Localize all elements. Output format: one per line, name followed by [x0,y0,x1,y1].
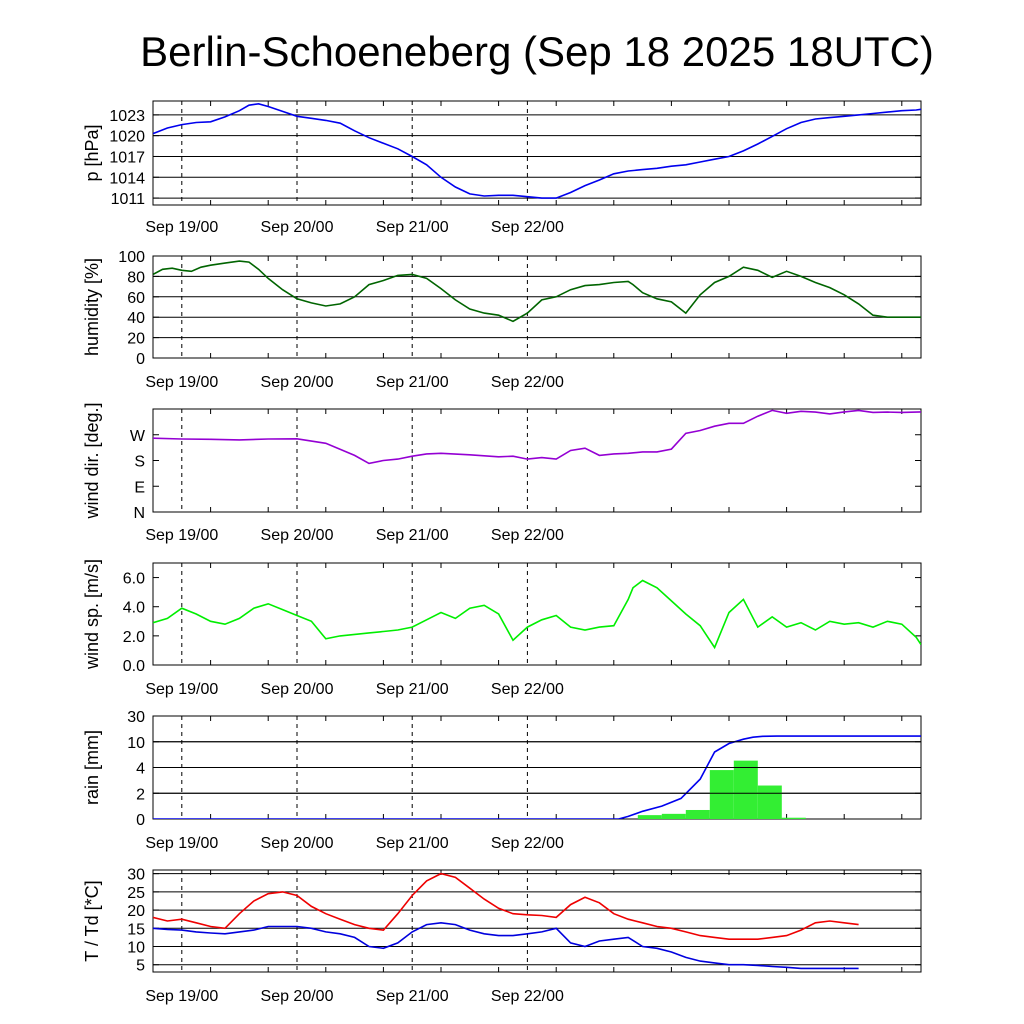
y-tick-label: 40 [127,310,145,327]
panel-1: 1011 1014 1017 1020 1023 Sep 19/00 Sep 20/00 Se… [82,100,922,236]
x-tick-label: Sep 20/00 [261,527,334,544]
y-tick-label: 30 [127,709,145,726]
y-tick-label: 80 [127,269,145,286]
x-tick-label: Sep 21/00 [376,988,449,1005]
series-line-1 [153,579,921,650]
x-tick-label: Sep 22/00 [491,988,564,1005]
y-tick-label: E [134,479,145,496]
y-tick-label: 1014 [109,170,145,187]
rain-bar [661,813,686,819]
y-axis-label: p [hPa] [82,124,102,181]
panel-4: 0.0 2.0 4.0 6.0 Sep 19/00 Sep 20/00 Sep 21/00 S… [82,559,922,698]
x-tick-label: Sep 20/00 [261,374,334,391]
y-tick-label: 15 [127,921,145,938]
series-line-1 [153,260,921,323]
x-tick-label: Sep 22/00 [491,527,564,544]
x-tick-label: Sep 20/00 [261,988,334,1005]
y-tick-label: 2.0 [123,629,145,646]
rain-bar [733,760,758,819]
y-tick-label: 0 [136,812,145,829]
x-tick-label: Sep 21/00 [376,219,449,236]
x-tick-label: Sep 21/00 [376,374,449,391]
y-axis-label: rain [mm] [82,730,102,805]
x-tick-label: Sep 19/00 [145,835,218,852]
x-tick-label: Sep 21/00 [376,835,449,852]
y-tick-label: 60 [127,290,145,307]
y-tick-label: 100 [118,249,145,266]
x-tick-label: Sep 21/00 [376,681,449,698]
x-tick-label: Sep 20/00 [261,835,334,852]
y-axis-label: wind dir. [deg.] [82,402,102,519]
y-tick-label: 20 [127,903,145,920]
y-tick-label: 1020 [109,129,145,146]
y-tick-label: 25 [127,885,145,902]
panel-frame [152,100,922,206]
y-tick-label: 10 [127,940,145,957]
x-tick-label: Sep 19/00 [145,527,218,544]
x-tick-label: Sep 22/00 [491,374,564,391]
panel-frame [152,255,922,359]
series-line-2 [153,921,859,970]
y-tick-label: N [133,505,145,522]
x-tick-label: Sep 20/00 [261,219,334,236]
y-axis-label: wind sp. [m/s] [82,559,102,670]
x-tick-label: Sep 22/00 [491,681,564,698]
rain-cumulative-line [153,735,921,819]
x-tick-label: Sep 19/00 [145,219,218,236]
y-tick-label: 1011 [111,191,146,208]
rain-bar [685,809,710,819]
y-tick-label: 2 [136,786,145,803]
panel-5: 0 2 4 10 30 Sep 19/00 Sep 20/00 Sep 21/00 Sep 22… [82,709,922,852]
chart-title: Berlin-Schoeneberg (Sep 18 2025 18UTC) [140,28,934,75]
y-tick-label: 30 [127,867,145,884]
panel-2: 0 20 40 60 80 100 Sep 19/00 Sep 20/00 Sep 21/00 S… [82,249,922,391]
rain-bar [781,817,806,819]
series-line-1 [153,409,921,465]
rain-bar [757,785,782,819]
series-line-1 [153,102,921,199]
y-tick-label: 4 [136,761,145,778]
y-tick-label: 1023 [109,108,145,125]
x-tick-label: Sep 19/00 [145,988,218,1005]
y-tick-label: S [134,454,145,471]
rain-bar [709,770,734,819]
y-tick-label: 5 [136,958,145,975]
x-tick-label: Sep 21/00 [376,527,449,544]
y-axis-label: humidity [%] [82,258,102,356]
y-tick-label: 0.0 [123,658,145,675]
y-tick-label: 1017 [109,149,145,166]
y-tick-label: W [130,428,146,445]
y-axis-label: T / Td [*C] [82,880,102,961]
x-tick-label: Sep 20/00 [261,681,334,698]
x-tick-label: Sep 19/00 [145,374,218,391]
y-tick-label: 0 [136,351,145,368]
y-tick-label: 20 [127,331,145,348]
y-tick-label: 6.0 [123,571,145,588]
series-line-1 [153,872,859,940]
rain-bar [637,815,662,819]
x-tick-label: Sep 19/00 [145,681,218,698]
panel-frame [152,562,922,666]
x-tick-label: Sep 22/00 [491,835,564,852]
y-tick-label: 4.0 [123,600,145,617]
panel-frame [152,869,922,973]
panel-frame [152,408,922,513]
y-tick-label: 10 [127,735,145,752]
x-tick-label: Sep 22/00 [491,219,564,236]
